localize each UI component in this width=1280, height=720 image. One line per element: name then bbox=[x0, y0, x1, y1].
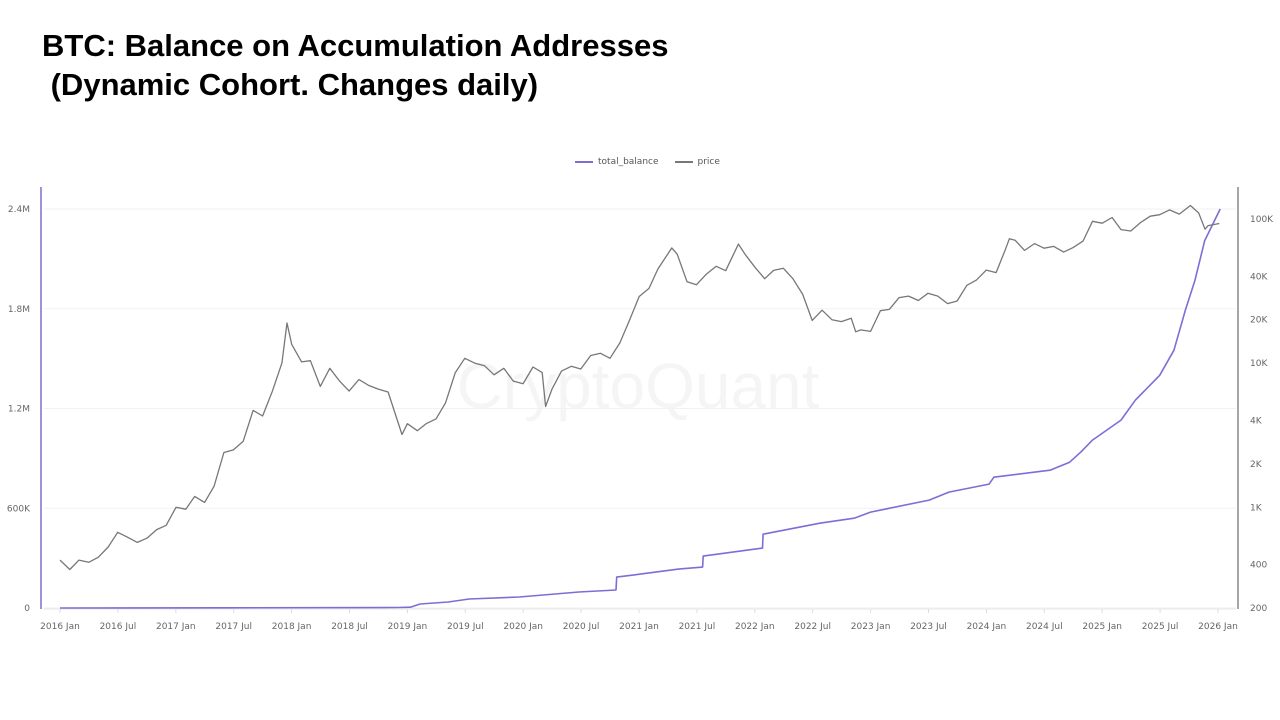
x-tick-label: 2026 Jan bbox=[1198, 622, 1238, 632]
y-right-tick-label: 200 bbox=[1250, 604, 1267, 614]
x-tick-label: 2022 Jul bbox=[794, 622, 831, 632]
x-tick-label: 2016 Jan bbox=[40, 622, 80, 632]
x-tick-label: 2025 Jul bbox=[1142, 622, 1179, 632]
x-tick-label: 2025 Jan bbox=[1082, 622, 1122, 632]
x-tick-label: 2019 Jul bbox=[447, 622, 484, 632]
y-right-tick-label: 10K bbox=[1250, 359, 1268, 369]
watermark-logo: CryptoQuant bbox=[457, 350, 820, 422]
x-tick-label: 2017 Jul bbox=[215, 622, 252, 632]
title-line-2: (Dynamic Cohort. Changes daily) bbox=[42, 67, 539, 102]
y-left-tick-label: 1.8M bbox=[8, 305, 30, 315]
y-right-tick-label: 400 bbox=[1250, 561, 1267, 571]
x-tick-label: 2024 Jul bbox=[1026, 622, 1063, 632]
legend-swatch-total-balance bbox=[575, 161, 593, 163]
y-left-tick-label: 1.2M bbox=[8, 405, 30, 415]
y-left-tick-label: 2.4M bbox=[8, 205, 30, 215]
x-tick-label: 2024 Jan bbox=[967, 622, 1007, 632]
x-tick-label: 2021 Jan bbox=[619, 622, 659, 632]
x-tick-label: 2023 Jan bbox=[851, 622, 891, 632]
x-tick-label: 2016 Jul bbox=[100, 622, 137, 632]
x-tick-label: 2019 Jan bbox=[388, 622, 428, 632]
series-line-price bbox=[59, 204, 1220, 571]
x-tick-label: 2020 Jul bbox=[563, 622, 600, 632]
y-right-tick-label: 100K bbox=[1250, 215, 1274, 225]
x-tick-label: 2017 Jan bbox=[156, 622, 196, 632]
y-right-tick-label: 20K bbox=[1250, 316, 1268, 326]
chart-title: BTC: Balance on Accumulation Addresses (… bbox=[42, 26, 668, 104]
series-line-total-balance bbox=[59, 208, 1221, 609]
legend-label-price: price bbox=[697, 157, 720, 167]
x-tick-label: 2023 Jul bbox=[910, 622, 947, 632]
x-tick-label: 2018 Jan bbox=[272, 622, 312, 632]
y-right-tick-label: 2K bbox=[1250, 460, 1263, 470]
title-line-1: BTC: Balance on Accumulation Addresses bbox=[42, 28, 669, 63]
x-tick-label: 2022 Jan bbox=[735, 622, 775, 632]
legend-swatch-price bbox=[674, 161, 693, 163]
y-left-tick-label: 0 bbox=[24, 604, 30, 614]
y-right-tick-label: 1K bbox=[1250, 503, 1263, 513]
legend-label-total-balance: total_balance bbox=[598, 157, 659, 167]
legend: total_balance price bbox=[575, 157, 720, 167]
y-right-tick-label: 40K bbox=[1250, 272, 1268, 282]
x-tick-label: 2021 Jul bbox=[679, 622, 716, 632]
y-right-tick-label: 4K bbox=[1250, 416, 1263, 426]
y-left-tick-label: 600K bbox=[7, 504, 31, 514]
x-tick-label: 2018 Jul bbox=[331, 622, 368, 632]
x-tick-label: 2020 Jan bbox=[503, 622, 543, 632]
legend-item-total-balance[interactable]: total_balance bbox=[575, 157, 659, 167]
legend-item-price[interactable]: price bbox=[674, 157, 720, 167]
